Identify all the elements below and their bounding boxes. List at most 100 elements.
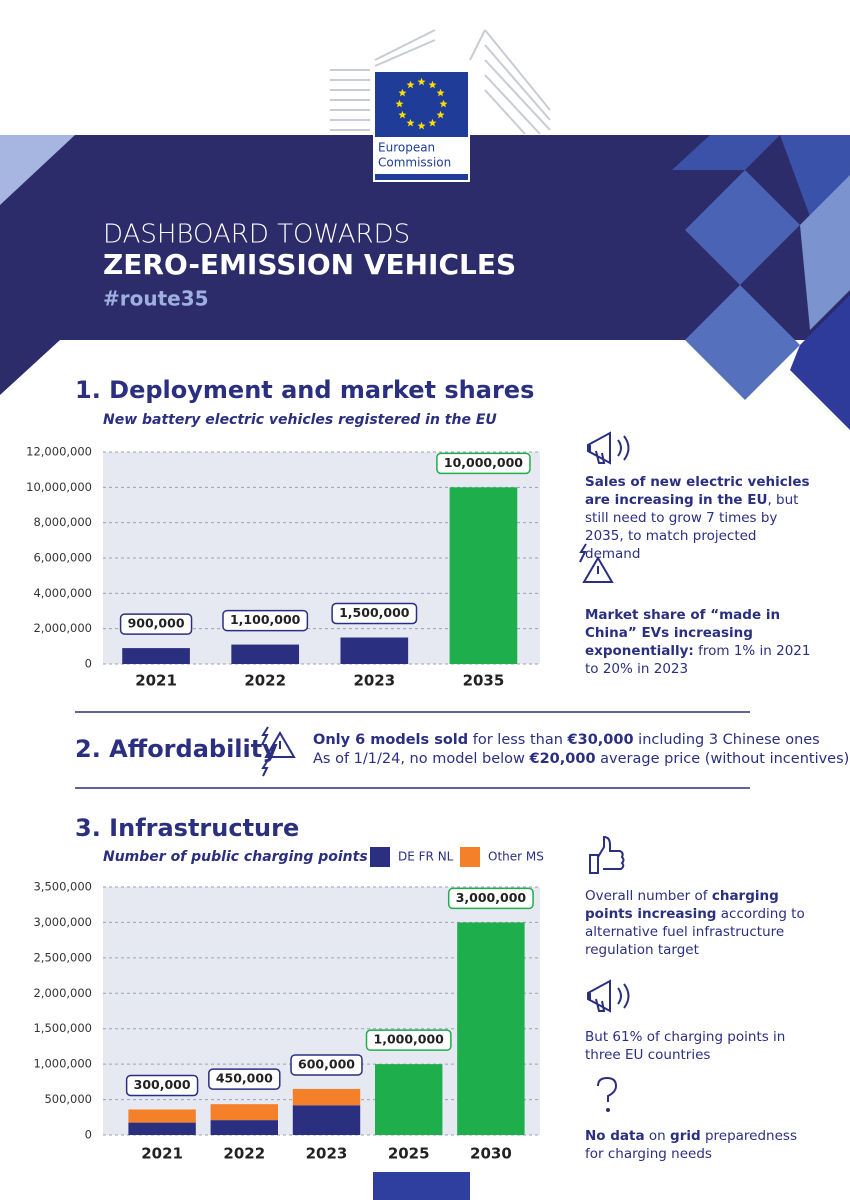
value-label-box bbox=[436, 452, 531, 475]
text-run: €20,000 bbox=[529, 751, 596, 767]
star bbox=[428, 80, 437, 89]
star bbox=[406, 118, 415, 127]
value-label: 300,000 bbox=[134, 1077, 191, 1092]
text-run: As of 1/1/24, no model below bbox=[313, 751, 530, 767]
logo-text: European bbox=[378, 141, 435, 155]
note: No data on grid preparedness for chargin… bbox=[585, 1127, 813, 1163]
y-tick-label: 4,000,000 bbox=[33, 586, 92, 600]
y-tick-label: 1,500,000 bbox=[33, 1021, 92, 1035]
y-tick-label: 6,000,000 bbox=[33, 551, 92, 565]
star bbox=[428, 118, 437, 127]
value-label-box bbox=[119, 613, 193, 635]
value-label: 10,000,000 bbox=[444, 455, 523, 470]
value-label: 1,500,000 bbox=[339, 605, 410, 620]
value-label: 1,100,000 bbox=[230, 612, 301, 627]
y-tick-label: 3,000,000 bbox=[33, 915, 92, 929]
note: Overall number of charging points increa… bbox=[585, 887, 813, 959]
x-tick-label: 2021 bbox=[141, 1145, 183, 1163]
text-run: according to alternative fuel infrastruc… bbox=[585, 906, 805, 958]
legend-swatch bbox=[370, 847, 390, 867]
hashtag: #route35 bbox=[103, 287, 209, 311]
value-label: 600,000 bbox=[298, 1056, 355, 1071]
value-label: 3,000,000 bbox=[456, 890, 527, 905]
text-run: , but still need to grow 7 times by 2035… bbox=[585, 492, 799, 562]
note: But 61% of charging points in three EU c… bbox=[585, 1028, 813, 1064]
bar-segment bbox=[292, 1088, 361, 1106]
text-run: on bbox=[644, 1128, 671, 1144]
y-tick-label: 2,500,000 bbox=[33, 950, 92, 964]
value-label-box bbox=[208, 1068, 281, 1090]
decor bbox=[0, 135, 75, 205]
star bbox=[417, 121, 426, 130]
logo-stars bbox=[395, 77, 448, 130]
value-label-box bbox=[331, 602, 418, 625]
value-label-box bbox=[290, 1054, 363, 1076]
star bbox=[398, 110, 407, 119]
value-label: 450,000 bbox=[216, 1071, 273, 1086]
star bbox=[398, 88, 407, 97]
x-tick-label: 2022 bbox=[223, 1145, 265, 1163]
y-tick-label: 12,000,000 bbox=[26, 445, 92, 459]
text-run: for less than bbox=[468, 732, 568, 748]
bar-segment bbox=[128, 1122, 196, 1135]
logo-text: Commission bbox=[378, 156, 451, 170]
x-tick-label: 2023 bbox=[306, 1145, 348, 1163]
bar bbox=[231, 644, 300, 664]
icons bbox=[261, 431, 630, 1102]
value-label: 900,000 bbox=[128, 616, 185, 631]
value-label-box bbox=[365, 1029, 452, 1051]
y-tick-label: 2,000,000 bbox=[33, 621, 92, 635]
bar bbox=[449, 487, 518, 664]
y-tick-label: 1,000,000 bbox=[33, 1057, 92, 1071]
text-run: including 3 Chinese ones bbox=[633, 732, 820, 748]
text-run: average price (without incentives) bbox=[595, 751, 850, 767]
text-run: Only 6 models sold bbox=[313, 732, 469, 748]
logo-bar bbox=[375, 174, 468, 180]
y-tick-label: 3,500,000 bbox=[33, 880, 92, 894]
x-tick-label: 2021 bbox=[135, 672, 177, 690]
y-tick-label: 10,000,000 bbox=[26, 480, 92, 494]
star bbox=[406, 80, 415, 89]
text-run: preparedness for charging needs bbox=[585, 1128, 797, 1162]
y-tick-label: 500,000 bbox=[44, 1092, 92, 1106]
value-label: 1,000,000 bbox=[374, 1032, 445, 1047]
star bbox=[439, 99, 448, 108]
note: Sales of new electric vehicles are incre… bbox=[585, 473, 813, 563]
section-heading: 3. Infrastructure bbox=[75, 814, 299, 842]
chart-title: New battery electric vehicles registered… bbox=[103, 412, 497, 428]
legend-label: DE FR NL bbox=[398, 850, 454, 864]
y-tick-label: 8,000,000 bbox=[33, 515, 92, 529]
y-tick-label: 0 bbox=[85, 657, 92, 671]
title-line: ZERO-EMISSION VEHICLES bbox=[103, 248, 516, 281]
bar-segment bbox=[210, 1104, 279, 1121]
text-run: Sales of new electric vehicles are incre… bbox=[585, 474, 810, 508]
chart-title: Number of public charging points bbox=[103, 849, 368, 865]
section-heading: 2. Affordability bbox=[75, 735, 278, 763]
star bbox=[436, 110, 445, 119]
legend-label: Other MS bbox=[488, 850, 544, 864]
affordability-line: Only 6 models sold for less than €30,000… bbox=[313, 732, 820, 748]
bar-segment bbox=[292, 1105, 361, 1135]
section-heading: 1. Deployment and market shares bbox=[75, 376, 534, 404]
x-tick-label: 2025 bbox=[388, 1145, 430, 1163]
value-label-box bbox=[447, 887, 534, 910]
star bbox=[436, 88, 445, 97]
value-label-box bbox=[222, 609, 309, 632]
x-tick-label: 2035 bbox=[463, 672, 505, 690]
x-tick-label: 2030 bbox=[470, 1145, 512, 1163]
text-run: charging points increasing bbox=[585, 888, 779, 922]
building-decor bbox=[330, 29, 551, 135]
x-tick-label: 2022 bbox=[244, 672, 286, 690]
bar-segment bbox=[210, 1120, 279, 1135]
affordability-line: As of 1/1/24, no model below €20,000 ave… bbox=[313, 751, 849, 767]
star bbox=[395, 99, 404, 108]
text-run: €30,000 bbox=[567, 732, 634, 748]
text-run: No data bbox=[585, 1128, 645, 1144]
text-run: from 1% in 2021 to 20% in 2023 bbox=[585, 643, 811, 677]
bar bbox=[457, 922, 525, 1135]
text-run: grid bbox=[670, 1128, 701, 1144]
legend-swatch bbox=[460, 847, 480, 867]
icon-dot bbox=[606, 1108, 610, 1112]
